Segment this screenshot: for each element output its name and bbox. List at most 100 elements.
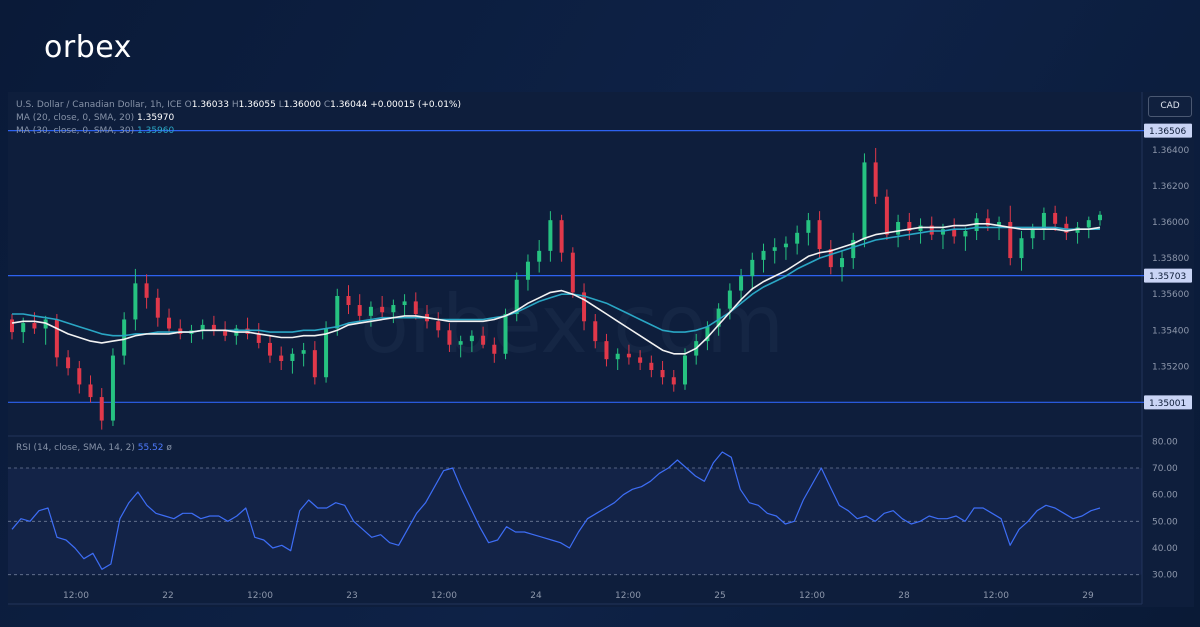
candle-body	[178, 328, 183, 334]
legend-ma20-row: MA (20, close, 0, SMA, 20) 1.35970	[16, 113, 174, 123]
time-tick-label: 12:00	[431, 591, 457, 601]
legend-symbol-row: U.S. Dollar / Canadian Dollar, 1h, ICE O…	[16, 100, 461, 110]
candle-body	[133, 283, 138, 320]
legend-o-label: O	[184, 100, 192, 110]
candle-body	[840, 258, 845, 268]
time-tick-label: 25	[714, 591, 725, 601]
rsi-tick-label: 40.00	[1152, 544, 1178, 554]
candle-body	[1041, 212, 1046, 230]
legend-o-value: 1.36033	[191, 100, 229, 110]
candle-body	[1064, 223, 1069, 233]
candle-body	[368, 306, 373, 316]
currency-button[interactable]: CAD	[1148, 96, 1192, 117]
candle-body	[783, 243, 788, 248]
candle-body	[357, 305, 362, 316]
candle-body	[10, 319, 14, 333]
rsi-band	[8, 468, 1142, 575]
legend-c-label: C	[323, 100, 331, 110]
candle-body	[32, 323, 37, 329]
legend-symbol: U.S. Dollar / Canadian Dollar, 1h, ICE	[16, 100, 182, 110]
candle-body	[952, 229, 957, 237]
candle-body	[963, 231, 968, 237]
candle-body	[682, 355, 687, 385]
price-level-tag	[1144, 268, 1192, 283]
rsi-line	[11, 451, 1101, 570]
time-tick-label: 22	[162, 591, 173, 601]
candle-body	[469, 335, 474, 342]
candle-body	[974, 218, 979, 232]
candle-body	[1019, 238, 1024, 259]
legend-h-label: H	[231, 100, 239, 110]
price-tick-label: 1.35200	[1152, 362, 1189, 372]
rsi-tick-label: 60.00	[1152, 491, 1178, 501]
legend-rsi-label: RSI (14, close, SMA, 14, 2)	[16, 443, 135, 453]
chart-panel	[8, 92, 1194, 607]
time-tick-label: 12:00	[247, 591, 273, 601]
legend-ma30-label: MA (30, close, 0, SMA, 30)	[16, 126, 135, 136]
price-tick-label: 1.36200	[1152, 182, 1189, 192]
price-tick-label: 1.35800	[1152, 254, 1189, 264]
candle-body	[77, 368, 82, 385]
candle-body	[514, 279, 519, 315]
candle-body	[503, 314, 508, 354]
candle-body	[795, 232, 800, 244]
time-tick-label: 12:00	[983, 591, 1009, 601]
candle-body	[851, 240, 856, 259]
candle-body	[21, 323, 26, 333]
orbex-logo: orbex	[44, 30, 132, 65]
candle-body	[1098, 214, 1102, 221]
candle-body	[200, 324, 205, 331]
price-level-tag	[1144, 395, 1192, 410]
candle-body	[884, 196, 889, 235]
candle-body	[862, 162, 867, 241]
time-tick-label: 29	[1082, 591, 1094, 601]
time-tick-label: 24	[530, 591, 542, 601]
candle-body	[896, 221, 901, 235]
legend-l-value: 1.36000	[283, 100, 321, 110]
candle-body	[54, 319, 59, 358]
candle-body	[346, 295, 351, 306]
grid	[8, 92, 1143, 605]
axes: 1.36400 1.36200 1.36000 1.35800 1.35600 1.354…	[63, 146, 1189, 601]
candle-body	[828, 249, 833, 268]
candle-body	[638, 357, 643, 363]
legend-ma30-row: MA (30, close, 0, SMA, 30) 1.35960	[16, 126, 174, 136]
candle-body	[335, 295, 340, 329]
candle-body	[110, 355, 115, 421]
candle-body	[290, 353, 295, 361]
candle-body	[649, 362, 654, 371]
legend-rsi-extra: ø	[166, 443, 172, 453]
candle-body	[929, 225, 934, 235]
rsi-tick-label: 50.00	[1152, 517, 1178, 527]
candle-body	[66, 357, 71, 369]
candle-body	[615, 353, 620, 360]
candle-body	[918, 225, 923, 232]
candle-body	[817, 220, 822, 250]
candle-body	[593, 321, 598, 342]
candle-body	[727, 290, 732, 309]
rsi-tick-label: 80.00	[1152, 437, 1178, 447]
candle-body	[1008, 221, 1013, 259]
candle-body	[447, 330, 452, 345]
horizontal-levels[interactable]: 1.36506 1.35703 1.35001	[8, 123, 1192, 410]
candle-body	[739, 276, 744, 291]
candle-body	[245, 328, 250, 334]
candle-body	[940, 229, 945, 235]
candle-body	[1053, 212, 1058, 224]
candle-body	[267, 342, 272, 356]
time-tick-label: 12:00	[63, 591, 89, 601]
candle-body	[671, 377, 676, 385]
candle-body	[907, 221, 912, 232]
candle-body	[312, 350, 317, 378]
candle-body	[604, 341, 609, 360]
candle-body	[705, 326, 710, 342]
candle-body	[873, 162, 878, 197]
candle-body	[167, 317, 172, 329]
price-level-tag	[1144, 123, 1192, 138]
legend-change: +0.00015 (+0.01%)	[370, 100, 461, 110]
candle-body	[997, 221, 1002, 226]
legend-ma20-label: MA (20, close, 0, SMA, 20)	[16, 113, 135, 123]
candle-body	[122, 319, 127, 356]
candle-body	[436, 321, 441, 331]
